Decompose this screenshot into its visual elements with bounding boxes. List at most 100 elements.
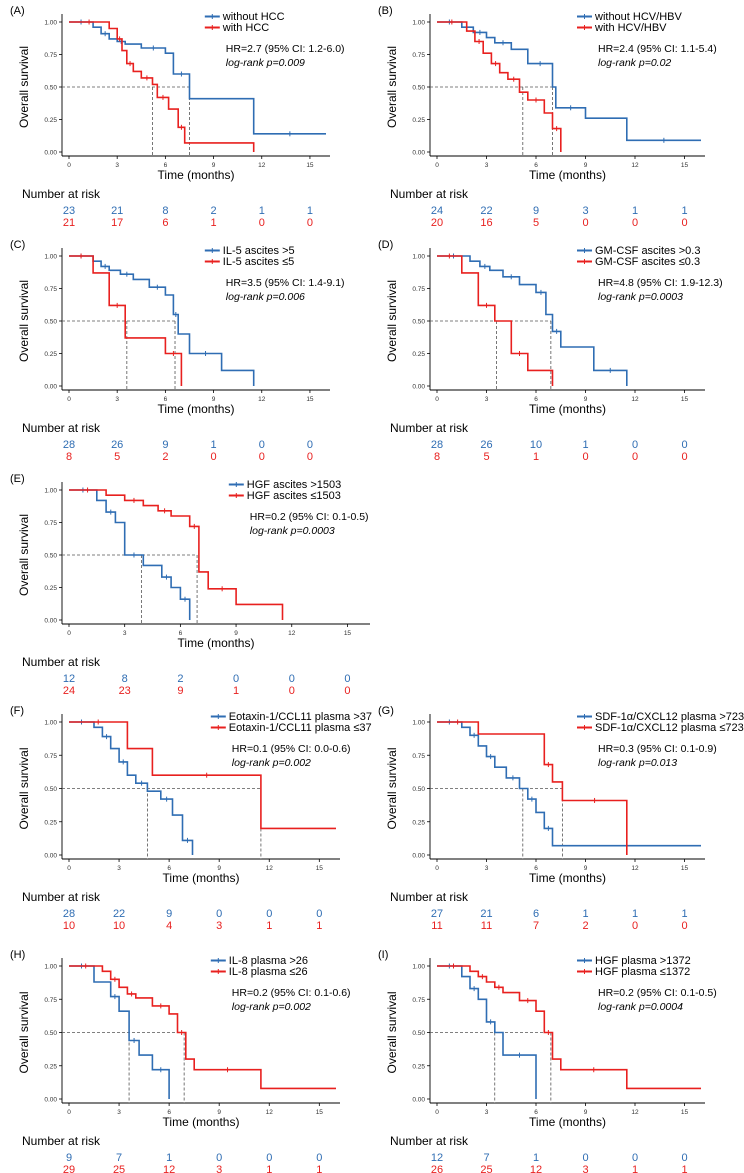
y-tick-label: 1.00 — [44, 964, 57, 971]
x-tick-label: 9 — [584, 1109, 588, 1116]
risk-count-red: 17 — [111, 217, 123, 229]
risk-count-red: 10 — [63, 920, 75, 932]
x-tick-label: 6 — [167, 865, 171, 872]
x-tick-label: 0 — [67, 162, 71, 169]
x-tick-label: 3 — [123, 630, 127, 637]
panel-label: (A) — [10, 5, 25, 17]
risk-count-blue: 2 — [211, 205, 217, 217]
y-tick-label: 0.00 — [44, 150, 57, 157]
risk-table-title: Number at risk — [390, 890, 469, 904]
risk-count-red: 8 — [434, 451, 440, 463]
x-tick-label: 9 — [584, 162, 588, 169]
risk-count-blue: 9 — [533, 205, 539, 217]
risk-count-blue: 0 — [582, 1152, 588, 1164]
x-tick-label: 0 — [67, 630, 71, 637]
risk-count-red: 11 — [481, 920, 492, 932]
y-tick-label: 0.25 — [412, 351, 425, 358]
y-tick-label: 0.75 — [44, 997, 57, 1004]
risk-count-red: 0 — [632, 451, 638, 463]
y-tick-label: 0.75 — [44, 753, 57, 760]
x-axis-title: Time (months) — [529, 1115, 606, 1129]
x-tick-label: 0 — [435, 396, 439, 403]
risk-count-red: 21 — [63, 217, 75, 229]
y-tick-label: 1.00 — [44, 20, 57, 27]
x-tick-label: 3 — [115, 162, 119, 169]
risk-count-blue: 1 — [632, 205, 638, 217]
legend-label: without HCV/HBV — [594, 11, 682, 23]
x-tick-label: 0 — [67, 1109, 71, 1116]
x-tick-label: 9 — [584, 396, 588, 403]
risk-count-red: 24 — [63, 685, 75, 697]
panel-label: (C) — [10, 239, 25, 251]
x-tick-label: 6 — [179, 630, 183, 637]
legend-label: HGF ascites ≤1503 — [247, 490, 341, 502]
x-axis-title: Time (months) — [529, 871, 606, 885]
y-tick-label: 0.75 — [44, 520, 57, 527]
p-value-annotation: log-rank p=0.009 — [226, 57, 305, 69]
survival-curve-red — [69, 489, 284, 620]
y-tick-label: 0.00 — [44, 618, 57, 625]
risk-count-red: 0 — [681, 217, 687, 229]
risk-count-red: 25 — [480, 1164, 492, 1173]
legend-label: SDF-1α/CXCL12 plasma ≤723 — [595, 722, 744, 734]
legend-label: HGF ascites >1503 — [247, 479, 341, 491]
y-tick-label: 0.75 — [412, 52, 425, 59]
risk-count-red: 12 — [163, 1164, 175, 1173]
risk-count-blue: 0 — [316, 908, 322, 920]
risk-count-blue: 8 — [122, 673, 128, 685]
risk-count-red: 0 — [259, 217, 265, 229]
risk-count-blue: 1 — [582, 908, 588, 920]
hazard-ratio-annotation: HR=2.7 (95% CI: 1.2-6.0) — [226, 43, 345, 55]
x-tick-label: 6 — [164, 162, 168, 169]
x-tick-label: 3 — [117, 865, 121, 872]
y-tick-label: 0.00 — [412, 150, 425, 157]
risk-count-red: 1 — [266, 920, 272, 932]
x-tick-label: 9 — [217, 1109, 221, 1116]
risk-count-blue: 12 — [63, 673, 75, 685]
risk-count-blue: 0 — [632, 1152, 638, 1164]
risk-count-blue: 9 — [162, 439, 168, 451]
panel-label: (F) — [10, 705, 24, 717]
x-tick-label: 9 — [212, 396, 216, 403]
y-tick-label: 0.25 — [44, 351, 57, 358]
x-axis-title: Time (months) — [158, 168, 235, 182]
hazard-ratio-annotation: HR=0.3 (95% CI: 0.1-0.9) — [598, 743, 717, 755]
hazard-ratio-annotation: HR=3.5 (95% CI: 1.4-9.1) — [226, 277, 345, 289]
risk-count-red: 0 — [632, 920, 638, 932]
legend-label: IL-5 ascites ≤5 — [223, 256, 294, 268]
panel-label: (G) — [378, 705, 394, 717]
risk-count-red: 0 — [632, 217, 638, 229]
x-tick-label: 12 — [631, 396, 639, 403]
risk-count-blue: 0 — [344, 673, 350, 685]
legend-label: GM-CSF ascites ≤0.3 — [595, 256, 700, 268]
risk-count-blue: 0 — [266, 908, 272, 920]
risk-count-red: 5 — [533, 217, 539, 229]
x-tick-label: 15 — [681, 1109, 689, 1116]
risk-count-blue: 0 — [233, 673, 239, 685]
panel-label: (H) — [10, 949, 25, 961]
risk-count-red: 1 — [233, 685, 239, 697]
risk-count-red: 0 — [259, 451, 265, 463]
risk-count-red: 0 — [582, 451, 588, 463]
risk-count-blue: 0 — [266, 1152, 272, 1164]
y-axis-title: Overall survival — [17, 46, 31, 128]
risk-count-blue: 1 — [211, 439, 217, 451]
survival-curve-red — [437, 255, 554, 386]
y-tick-label: 0.50 — [44, 1030, 57, 1037]
survival-curve-red — [437, 721, 628, 855]
x-axis-title: Time (months) — [529, 168, 606, 182]
risk-count-blue: 3 — [582, 205, 588, 217]
y-tick-label: 0.25 — [44, 585, 57, 592]
risk-count-blue: 26 — [480, 439, 492, 451]
risk-count-blue: 26 — [111, 439, 123, 451]
risk-count-blue: 1 — [533, 1152, 539, 1164]
risk-count-blue: 6 — [533, 908, 539, 920]
risk-table-title: Number at risk — [390, 421, 469, 435]
risk-count-red: 1 — [266, 1164, 272, 1173]
x-tick-label: 12 — [258, 162, 266, 169]
y-axis-title: Overall survival — [385, 991, 399, 1073]
risk-count-blue: 28 — [63, 908, 75, 920]
x-tick-label: 0 — [435, 162, 439, 169]
